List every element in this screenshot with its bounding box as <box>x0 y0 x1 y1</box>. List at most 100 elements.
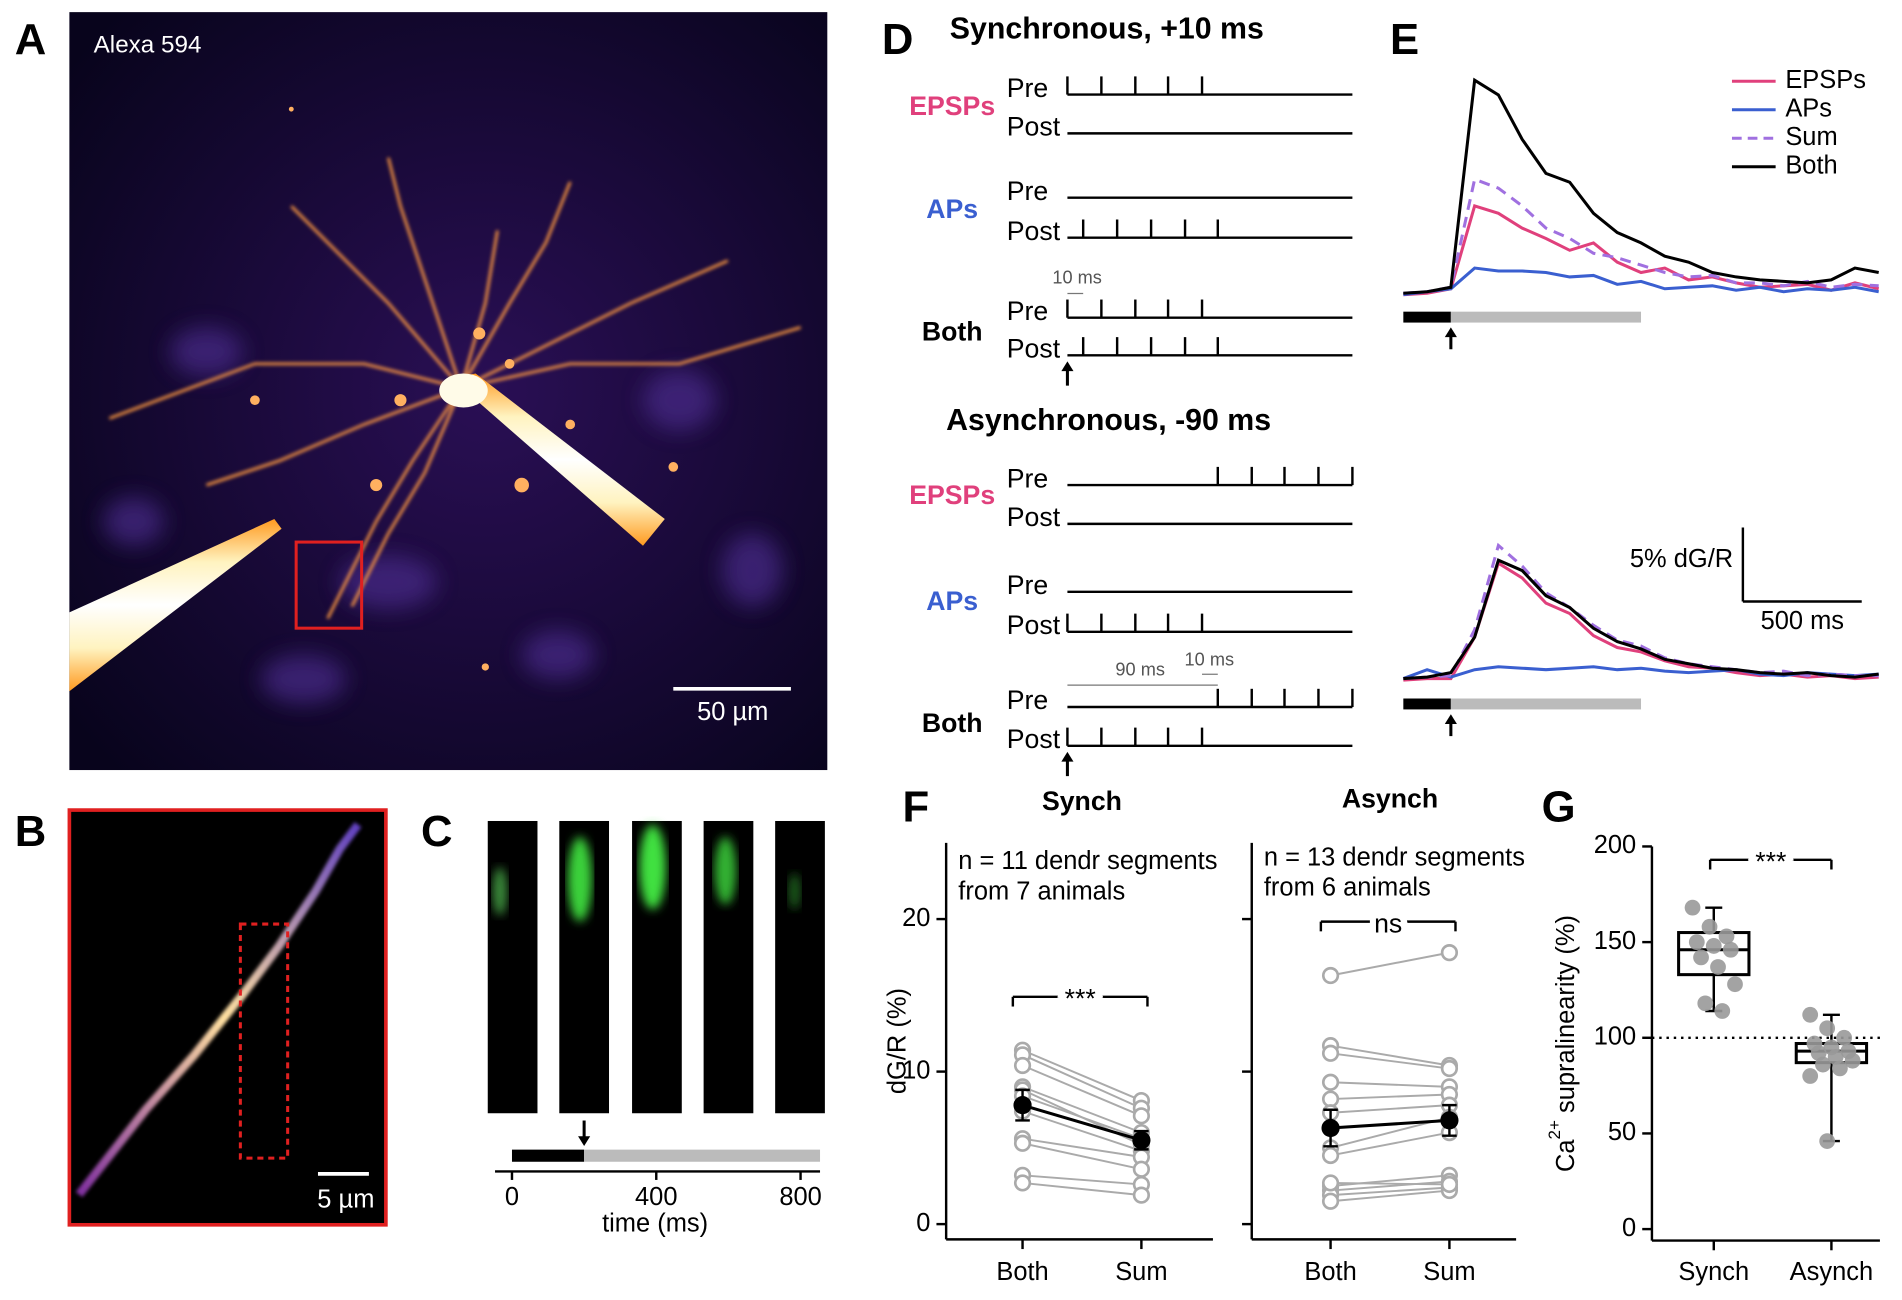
data-point <box>1132 1160 1151 1178</box>
signal <box>788 873 801 910</box>
data-point <box>1819 1133 1836 1149</box>
x-axis-label: time (ms) <box>602 1210 708 1238</box>
row-label: Post <box>1007 216 1061 246</box>
legend-label: Both <box>1785 151 1837 179</box>
arrow-head <box>1061 361 1074 372</box>
pair-line <box>1330 1044 1450 1067</box>
data-point <box>1718 928 1735 945</box>
data-point <box>1132 1107 1151 1125</box>
data-point <box>1321 966 1340 985</box>
pair-line <box>1330 1180 1450 1192</box>
dye-label: Alexa 594 <box>94 31 202 58</box>
x-tick-label: 400 <box>635 1183 677 1211</box>
data-point <box>1013 1174 1032 1192</box>
frame <box>487 820 538 1114</box>
panel-letter: C <box>421 807 453 856</box>
pair-line <box>1022 1064 1142 1117</box>
signal <box>714 836 737 905</box>
arrow-head <box>1444 714 1457 724</box>
dendrite <box>75 822 362 1198</box>
imaging-bar <box>1450 311 1642 323</box>
pair-line <box>1022 1137 1142 1158</box>
arrow-head <box>1061 751 1074 762</box>
trace <box>1403 77 1879 295</box>
pair-line <box>1022 1085 1142 1134</box>
y-axis-label: Ca2+ supralinearity (%) <box>1546 915 1580 1172</box>
stim-bar <box>1403 698 1451 710</box>
pair-line <box>1022 1181 1142 1197</box>
x-tick-label: 800 <box>779 1183 821 1211</box>
scale-label: 5 µm <box>317 1185 374 1213</box>
y-axis-label: dG/R (%) <box>884 988 912 1094</box>
section-title: Asynchronous, -90 ms <box>946 404 1271 437</box>
x-tick-label: 0 <box>505 1183 519 1211</box>
data-point <box>1727 976 1743 993</box>
pair-line <box>1022 1053 1142 1110</box>
pair-line <box>1330 1174 1450 1187</box>
data-point <box>1132 1186 1151 1204</box>
group-label: Both <box>922 317 983 347</box>
legend-label: EPSPs <box>1785 66 1866 94</box>
signal <box>639 824 667 910</box>
label-part: Ca <box>1552 1139 1580 1172</box>
pair-line <box>1330 1131 1450 1157</box>
significance: ns <box>1374 908 1402 938</box>
pair-line <box>1330 1186 1450 1197</box>
x-tick-label: Asynch <box>1790 1258 1873 1286</box>
significance: *** <box>1065 984 1096 1014</box>
trace <box>1403 542 1879 681</box>
pair-line <box>1330 1181 1450 1186</box>
pair-line <box>1330 1093 1450 1101</box>
mean-line <box>1022 1103 1142 1142</box>
significance: *** <box>1755 846 1786 876</box>
row-label: Pre <box>1007 685 1048 715</box>
pair-line <box>1022 1142 1142 1171</box>
imaging-bar <box>584 1149 821 1162</box>
data-point <box>1815 1056 1831 1073</box>
panel-letter: D <box>882 15 914 64</box>
row-label: Post <box>1007 610 1061 640</box>
y-tick-label: 20 <box>902 904 930 932</box>
data-point <box>1440 1175 1459 1194</box>
data-point <box>1701 918 1718 935</box>
chart-title: Asynch <box>1342 783 1438 813</box>
legend-label: APs <box>1785 94 1832 122</box>
x-tick-label: Both <box>996 1258 1048 1286</box>
data-point <box>1321 1090 1340 1108</box>
row-label: Pre <box>1007 463 1048 493</box>
y-tick-label: 0 <box>1622 1214 1636 1242</box>
linescans <box>487 820 825 1114</box>
pair-line <box>1022 1095 1142 1140</box>
y-tick-label: 100 <box>1594 1022 1636 1050</box>
trace <box>1403 204 1880 297</box>
row-label: Post <box>1007 334 1061 364</box>
x-tick-label: Sum <box>1423 1258 1475 1286</box>
scale-label: 500 ms <box>1761 607 1844 635</box>
row-label: Pre <box>1007 570 1048 600</box>
data-point <box>1722 941 1739 958</box>
row-label: Pre <box>1007 73 1048 103</box>
stim-bar <box>1403 311 1451 323</box>
data-point <box>1321 1073 1340 1091</box>
micrograph-b: 5 µm <box>67 808 388 1227</box>
mean-line <box>1330 1118 1450 1130</box>
group-label: EPSPs <box>909 480 995 510</box>
trace <box>1403 177 1879 295</box>
row-label: Post <box>1007 112 1061 142</box>
data-point <box>1844 1052 1861 1069</box>
data-point <box>1321 1044 1340 1062</box>
pair-line <box>1330 1081 1450 1088</box>
interval-label: 10 ms <box>1052 268 1102 288</box>
data-point <box>1321 1192 1340 1210</box>
pair-line <box>1022 1174 1142 1186</box>
group-label: Both <box>922 708 983 738</box>
background-blobs <box>103 327 783 704</box>
mean-point <box>1132 1131 1151 1150</box>
imaging-bar <box>1450 698 1642 710</box>
data-point <box>1440 1059 1459 1078</box>
row-label: Post <box>1007 724 1061 754</box>
data-point <box>1705 938 1722 954</box>
panel-letter: A <box>15 15 47 64</box>
section-title: Synchronous, +10 ms <box>950 12 1264 45</box>
